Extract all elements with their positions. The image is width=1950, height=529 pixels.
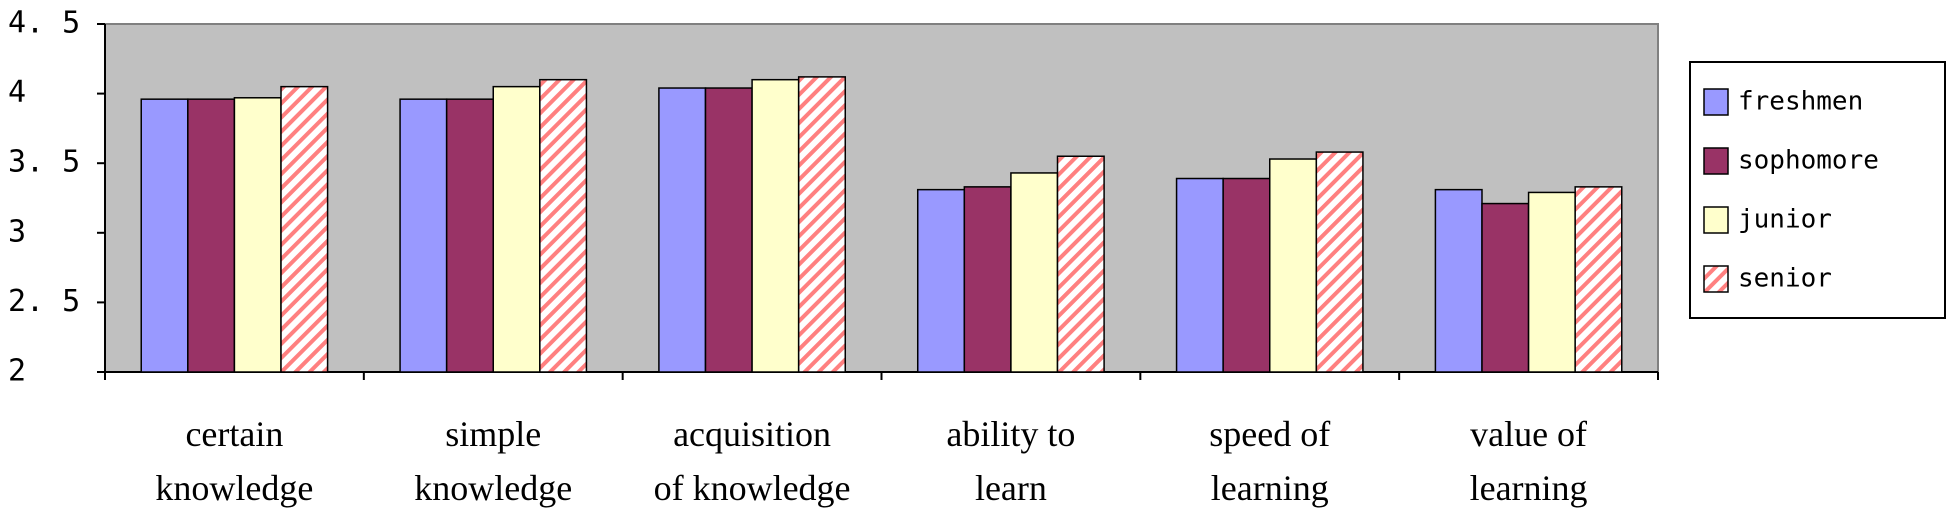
legend-swatch: [1703, 88, 1729, 116]
bar: [658, 87, 707, 373]
bar: [751, 78, 800, 373]
x-tick-label: value of: [1470, 414, 1587, 454]
bar: [916, 188, 966, 373]
bar: [187, 98, 236, 373]
x-tick-label: ability to: [946, 414, 1075, 454]
bar: [1222, 177, 1271, 373]
legend-swatch: [1703, 206, 1729, 234]
bar: [797, 76, 847, 373]
bar: [445, 98, 495, 373]
bar: [704, 87, 753, 373]
y-tick-label: 2. 5: [8, 284, 80, 319]
bar: [1175, 177, 1224, 373]
bar: [963, 186, 1012, 373]
bar: [1574, 186, 1623, 373]
x-tick-label: acquisition: [673, 414, 831, 454]
y-tick-label: 4. 5: [8, 6, 80, 41]
y-tick-label: 3. 5: [8, 145, 80, 180]
legend-label: freshmen: [1738, 87, 1863, 117]
bar: [1269, 158, 1318, 373]
bar: [1056, 155, 1105, 373]
x-tick-label: simple: [445, 414, 541, 454]
legend-swatch: [1703, 147, 1729, 175]
bar: [1481, 202, 1530, 373]
x-tick-label: certain: [185, 414, 283, 454]
bar: [280, 85, 329, 373]
bar: [233, 97, 282, 373]
bar: [1010, 172, 1059, 373]
x-tick-label: knowledge: [155, 468, 313, 508]
legend-swatch: [1703, 265, 1729, 293]
x-tick-label: learning: [1470, 468, 1588, 508]
x-tick-label: speed of: [1209, 414, 1330, 454]
legend-label: junior: [1738, 205, 1832, 235]
bar: [1315, 151, 1364, 373]
bar: [1434, 188, 1483, 373]
y-tick-label: 2: [8, 354, 26, 389]
legend-label: senior: [1738, 264, 1832, 294]
y-tick-label: 4: [8, 75, 26, 110]
x-tick-label: of knowledge: [654, 468, 851, 508]
plot-area: [104, 23, 1659, 373]
legend-label: sophomore: [1738, 146, 1879, 176]
bar: [492, 85, 541, 373]
bar: [1527, 191, 1576, 373]
y-tick-label: 3: [8, 214, 26, 249]
x-tick-label: knowledge: [414, 468, 572, 508]
x-tick-label: learn: [975, 468, 1047, 508]
legend-box: [1689, 61, 1946, 319]
bar: [399, 98, 448, 373]
bar: [539, 78, 588, 373]
x-tick-label: learning: [1211, 468, 1329, 508]
bar: [140, 98, 189, 373]
